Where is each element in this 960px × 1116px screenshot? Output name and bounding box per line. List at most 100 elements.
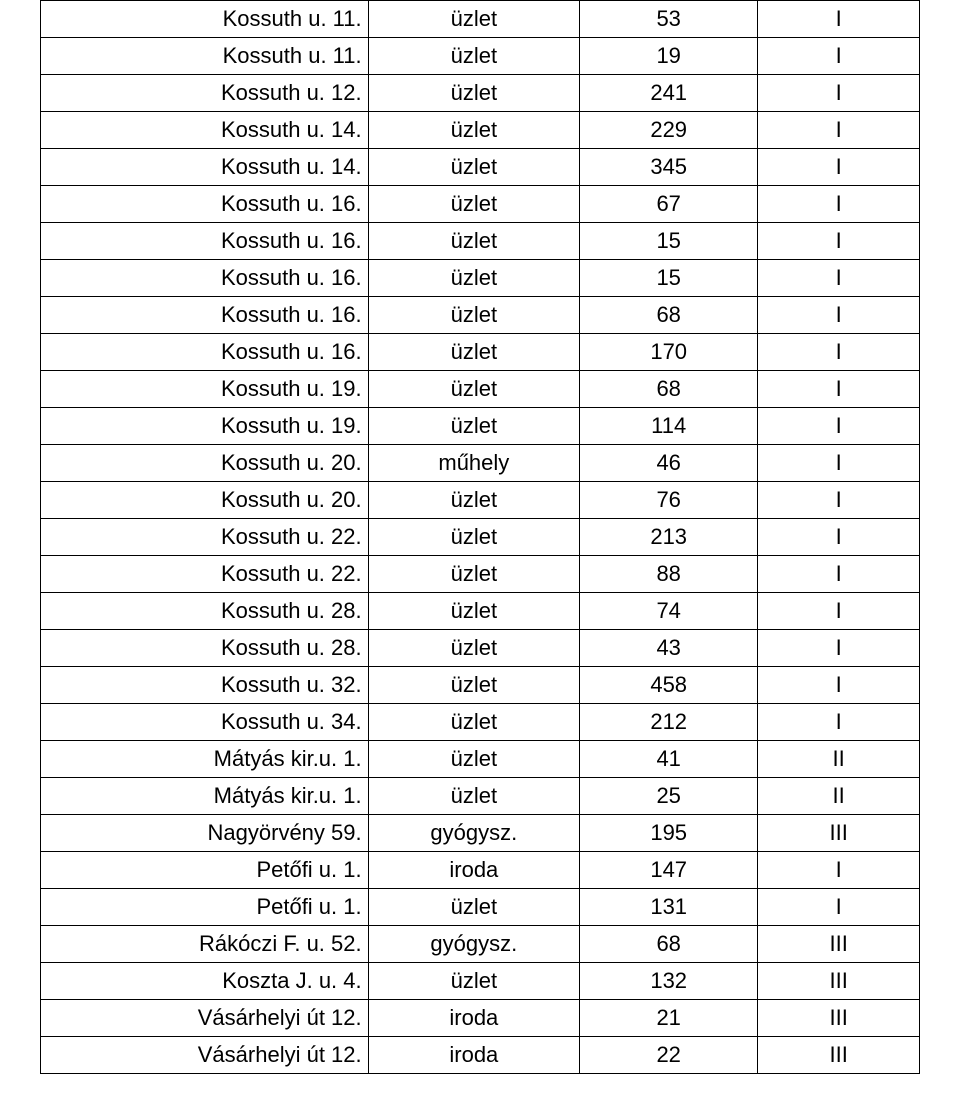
cell-type: üzlet — [368, 630, 579, 667]
cell-type: iroda — [368, 1037, 579, 1074]
cell-number: 15 — [580, 223, 758, 260]
cell-address: Mátyás kir.u. 1. — [41, 778, 369, 815]
table-row: Kossuth u. 16.üzlet170I — [41, 334, 920, 371]
cell-address: Kossuth u. 14. — [41, 112, 369, 149]
cell-type: üzlet — [368, 778, 579, 815]
cell-address: Kossuth u. 16. — [41, 186, 369, 223]
cell-type: üzlet — [368, 223, 579, 260]
table-row: Mátyás kir.u. 1.üzlet25II — [41, 778, 920, 815]
cell-number: 68 — [580, 297, 758, 334]
table-row: Kossuth u. 16.üzlet67I — [41, 186, 920, 223]
cell-type: üzlet — [368, 519, 579, 556]
cell-category: I — [758, 593, 920, 630]
cell-number: 241 — [580, 75, 758, 112]
table-row: Kossuth u. 34.üzlet212I — [41, 704, 920, 741]
cell-address: Kossuth u. 16. — [41, 297, 369, 334]
cell-address: Vásárhelyi út 12. — [41, 1037, 369, 1074]
table-row: Rákóczi F. u. 52.gyógysz.68III — [41, 926, 920, 963]
cell-address: Vásárhelyi út 12. — [41, 1000, 369, 1037]
cell-address: Petőfi u. 1. — [41, 852, 369, 889]
table-row: Koszta J. u. 4.üzlet132III — [41, 963, 920, 1000]
table-body: Kossuth u. 11.üzlet53IKossuth u. 11.üzle… — [41, 1, 920, 1074]
cell-type: üzlet — [368, 371, 579, 408]
cell-type: gyógysz. — [368, 815, 579, 852]
table-row: Kossuth u. 16.üzlet15I — [41, 223, 920, 260]
table-row: Petőfi u. 1.iroda147I — [41, 852, 920, 889]
cell-address: Kossuth u. 22. — [41, 556, 369, 593]
cell-address: Kossuth u. 20. — [41, 445, 369, 482]
table-row: Kossuth u. 22.üzlet213I — [41, 519, 920, 556]
table-row: Kossuth u. 19.üzlet68I — [41, 371, 920, 408]
cell-number: 15 — [580, 260, 758, 297]
cell-type: üzlet — [368, 112, 579, 149]
cell-category: II — [758, 741, 920, 778]
cell-category: I — [758, 186, 920, 223]
cell-category: I — [758, 667, 920, 704]
table-row: Kossuth u. 19.üzlet114I — [41, 408, 920, 445]
cell-type: üzlet — [368, 667, 579, 704]
cell-category: III — [758, 1037, 920, 1074]
cell-type: műhely — [368, 445, 579, 482]
cell-address: Nagyörvény 59. — [41, 815, 369, 852]
cell-address: Petőfi u. 1. — [41, 889, 369, 926]
cell-number: 74 — [580, 593, 758, 630]
cell-category: I — [758, 1, 920, 38]
table-row: Kossuth u. 16.üzlet68I — [41, 297, 920, 334]
cell-category: I — [758, 519, 920, 556]
cell-number: 43 — [580, 630, 758, 667]
cell-number: 147 — [580, 852, 758, 889]
table-row: Kossuth u. 20.műhely46I — [41, 445, 920, 482]
cell-category: I — [758, 149, 920, 186]
cell-address: Kossuth u. 11. — [41, 38, 369, 75]
cell-number: 46 — [580, 445, 758, 482]
cell-address: Kossuth u. 22. — [41, 519, 369, 556]
cell-category: I — [758, 334, 920, 371]
cell-category: III — [758, 963, 920, 1000]
cell-category: I — [758, 408, 920, 445]
table-row: Mátyás kir.u. 1.üzlet41II — [41, 741, 920, 778]
page: Kossuth u. 11.üzlet53IKossuth u. 11.üzle… — [0, 0, 960, 1074]
cell-type: üzlet — [368, 482, 579, 519]
cell-number: 53 — [580, 1, 758, 38]
cell-number: 114 — [580, 408, 758, 445]
cell-number: 345 — [580, 149, 758, 186]
cell-type: iroda — [368, 1000, 579, 1037]
cell-type: üzlet — [368, 38, 579, 75]
cell-number: 212 — [580, 704, 758, 741]
cell-category: I — [758, 445, 920, 482]
cell-number: 67 — [580, 186, 758, 223]
cell-address: Kossuth u. 19. — [41, 371, 369, 408]
cell-type: üzlet — [368, 556, 579, 593]
cell-number: 229 — [580, 112, 758, 149]
cell-category: II — [758, 778, 920, 815]
cell-number: 41 — [580, 741, 758, 778]
cell-address: Mátyás kir.u. 1. — [41, 741, 369, 778]
cell-address: Kossuth u. 20. — [41, 482, 369, 519]
table-row: Kossuth u. 32.üzlet458I — [41, 667, 920, 704]
cell-category: I — [758, 889, 920, 926]
table-row: Kossuth u. 14.üzlet345I — [41, 149, 920, 186]
cell-number: 76 — [580, 482, 758, 519]
table-row: Kossuth u. 20.üzlet76I — [41, 482, 920, 519]
cell-category: I — [758, 482, 920, 519]
cell-address: Kossuth u. 12. — [41, 75, 369, 112]
cell-type: üzlet — [368, 704, 579, 741]
cell-type: üzlet — [368, 260, 579, 297]
cell-address: Kossuth u. 11. — [41, 1, 369, 38]
cell-address: Rákóczi F. u. 52. — [41, 926, 369, 963]
cell-category: III — [758, 1000, 920, 1037]
cell-category: I — [758, 260, 920, 297]
cell-type: üzlet — [368, 297, 579, 334]
cell-type: gyógysz. — [368, 926, 579, 963]
cell-type: üzlet — [368, 963, 579, 1000]
cell-number: 25 — [580, 778, 758, 815]
table-row: Kossuth u. 11.üzlet19I — [41, 38, 920, 75]
cell-category: I — [758, 75, 920, 112]
cell-number: 170 — [580, 334, 758, 371]
cell-address: Kossuth u. 19. — [41, 408, 369, 445]
table-row: Vásárhelyi út 12.iroda22III — [41, 1037, 920, 1074]
cell-type: üzlet — [368, 1, 579, 38]
cell-type: üzlet — [368, 334, 579, 371]
cell-category: I — [758, 38, 920, 75]
table-row: Vásárhelyi út 12.iroda21III — [41, 1000, 920, 1037]
